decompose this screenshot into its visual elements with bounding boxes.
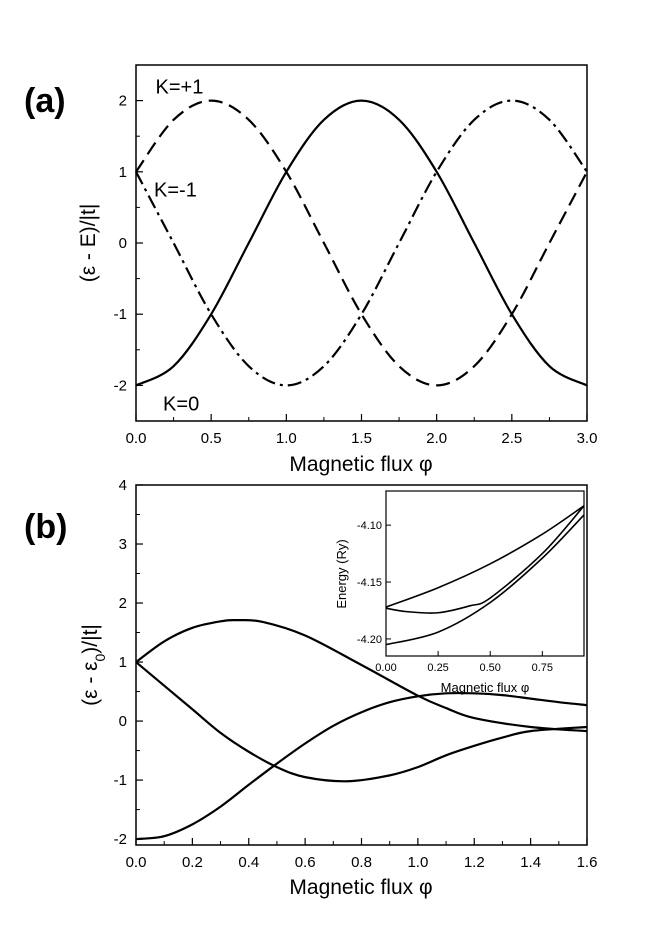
panel-a-xtick-label-1: 0.5 <box>201 430 222 447</box>
panel-b-ytick-label-4: 2 <box>119 595 127 612</box>
panel-a-series-line-0 <box>135 99 588 387</box>
panel-b-xtick-label-1: 0.2 <box>182 854 203 871</box>
panel-a-label: (a) <box>24 82 66 120</box>
inset-series-line-0 <box>385 505 585 608</box>
inset-chart: 0.00 0.25 0.50 0.75 -4.10 -4.15 -4.20 Magnetic… <box>334 490 585 695</box>
inset-xtick-label-1: 0.25 <box>427 662 448 674</box>
panel-b-series-line-1 <box>135 661 588 783</box>
panel-b: (b) 0.0 0.2 0.4 0.6 0.8 1.0 1.2 1.4 1.6 -2 -1 0 1 2 3 4… <box>24 477 597 899</box>
panel-a-xtick-label-3: 1.5 <box>351 430 372 447</box>
inset-xtick-label-2: 0.50 <box>479 662 500 674</box>
panel-a-xtick-label-5: 2.5 <box>501 430 522 447</box>
panel-b-ytick-label-1: -1 <box>114 772 127 789</box>
inset-xtick-label-3: 0.75 <box>532 662 553 674</box>
inset-ylabel: Energy (Ry) <box>334 539 349 608</box>
panel-a-ylabel: (ε - E)/|t| <box>77 204 100 283</box>
panel-a-annotation-1: K=-1 <box>154 180 197 202</box>
panel-b-ytick-label-3: 1 <box>119 654 127 671</box>
panel-b-xtick-label-8: 1.6 <box>577 854 598 871</box>
panel-b-ytick-label-5: 3 <box>119 536 127 553</box>
panel-a: (a) 0.0 0.5 1.0 1.5 2.0 2.5 3.0 -2 -1 0 1 2 K=+1 K=-… <box>24 64 598 476</box>
panel-b-xtick-label-0: 0.0 <box>126 854 147 871</box>
panel-b-xtick-label-5: 1.0 <box>407 854 428 871</box>
panel-a-ytick-label-3: 1 <box>119 164 127 181</box>
panel-b-ytick-label-2: 0 <box>119 713 127 730</box>
inset-ytick-label-0: -4.10 <box>357 520 382 532</box>
panel-a-annotation-2: K=0 <box>163 393 199 415</box>
panel-a-series-line-1 <box>135 99 588 387</box>
panel-b-ytick-label-0: -2 <box>114 831 127 848</box>
panel-b-label: (b) <box>24 508 67 546</box>
panel-a-series-line-2 <box>135 99 588 387</box>
panel-b-xlabel: Magnetic flux φ <box>289 876 432 899</box>
inset-ytick-label-2: -4.20 <box>357 634 382 646</box>
panel-b-xtick-label-4: 0.8 <box>351 854 372 871</box>
panel-b-ylabel-end: )/|t| <box>79 624 102 654</box>
inset-frame <box>385 490 585 657</box>
panel-a-ytick-label-2: 0 <box>119 235 127 252</box>
panel-b-xtick-label-7: 1.4 <box>520 854 541 871</box>
panel-b-series-line-0 <box>135 618 588 733</box>
inset-ytick-label-1: -4.15 <box>357 577 382 589</box>
inset-xtick-label-0: 0.00 <box>375 662 396 674</box>
panel-a-annotation-0: K=+1 <box>156 76 204 98</box>
inset-series-line-1 <box>385 505 585 614</box>
panel-a-ytick-label-4: 2 <box>119 93 127 110</box>
panel-b-ylabel-main: (ε - ε <box>79 661 102 705</box>
panel-b-ytick-label-6: 4 <box>119 477 127 494</box>
panel-a-ytick-label-1: -1 <box>114 306 127 323</box>
panel-a-xtick-label-6: 3.0 <box>577 430 598 447</box>
panel-b-xtick-label-3: 0.6 <box>295 854 316 871</box>
panel-b-series-line-2 <box>135 691 588 841</box>
panel-a-xlabel: Magnetic flux φ <box>289 453 432 476</box>
panel-b-ylabel-sub: 0 <box>92 653 108 661</box>
panel-a-xtick-label-4: 2.0 <box>426 430 447 447</box>
panel-b-xtick-label-6: 1.2 <box>464 854 485 871</box>
panel-a-xtick-label-2: 1.0 <box>276 430 297 447</box>
panel-a-xtick-label-0: 0.0 <box>126 430 147 447</box>
inset-series-line-2 <box>385 514 585 646</box>
panel-b-xtick-label-2: 0.4 <box>238 854 259 871</box>
panel-a-frame <box>135 64 588 422</box>
inset-xlabel: Magnetic flux φ <box>441 680 530 695</box>
panel-a-ytick-label-0: -2 <box>114 377 127 394</box>
panel-b-ylabel: (ε - ε0)/|t| <box>79 624 108 706</box>
